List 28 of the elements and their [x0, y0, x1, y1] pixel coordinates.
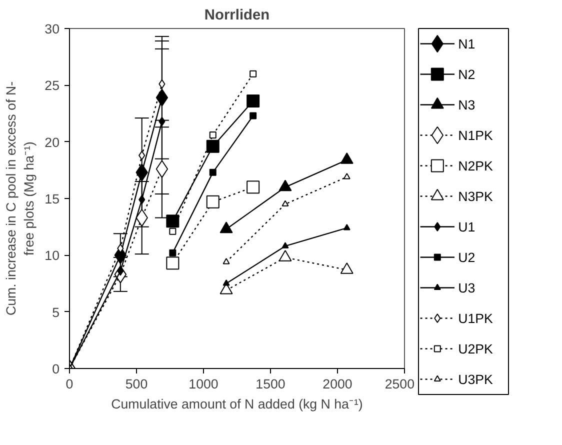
x-tick-label: 1500 — [256, 376, 286, 392]
legend-label: N3 — [458, 97, 476, 112]
legend-label: U3 — [458, 280, 476, 296]
legend-label: N1PK — [458, 128, 494, 143]
legend-label: U3PK — [458, 372, 494, 387]
legend-label: N1 — [458, 36, 476, 52]
y-tick-label: 15 — [44, 192, 60, 206]
y-tick-label: 20 — [44, 134, 60, 150]
y-tick-label: 0 — [52, 362, 60, 376]
legend-label: U2 — [458, 250, 476, 265]
y-tick-label: 10 — [44, 248, 60, 264]
x-tick-label: 2000 — [322, 376, 352, 392]
x-tick-label: 2500 — [384, 376, 415, 392]
legend-label: U2PK — [458, 341, 494, 356]
legend-label: U1 — [458, 219, 476, 234]
x-tick-label: 500 — [125, 376, 148, 392]
legend-label: N3PK — [458, 188, 494, 204]
y-axis-title: Cum. increase in C pool in excess of N- free plots (Mg ha⁻¹) — [4, 81, 37, 316]
legend-label: N2PK — [458, 158, 494, 174]
x-tick-label: 1000 — [188, 376, 218, 392]
chart-title: Norrliden — [204, 8, 270, 24]
x-axis-title: Cumulative amount of N added (kg N ha⁻¹) — [111, 396, 363, 412]
legend-label: N2 — [458, 66, 476, 82]
y-tick-label: 30 — [44, 22, 60, 36]
y-tick-label: 25 — [44, 78, 60, 94]
legend-label: U1PK — [458, 310, 494, 326]
x-tick-label: 0 — [66, 376, 74, 392]
y-tick-label: 5 — [52, 304, 60, 320]
